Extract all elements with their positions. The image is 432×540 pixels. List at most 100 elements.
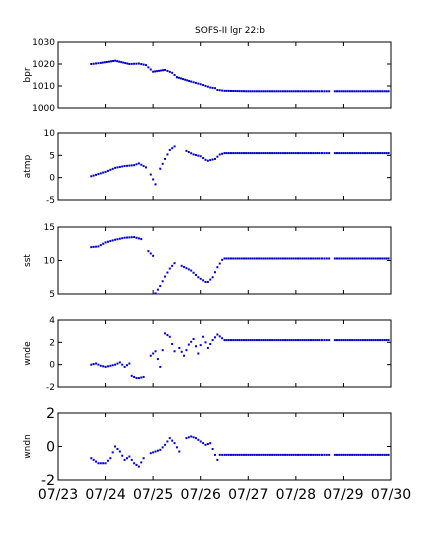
data-point [145,64,148,67]
data-point [238,257,241,260]
data-point [323,453,326,456]
data-point [229,89,232,92]
data-point [297,90,300,93]
data-point [164,443,167,446]
data-point [192,153,195,156]
data-point [120,61,123,64]
data-point [192,337,195,340]
data-point [99,172,102,175]
data-point [209,343,212,346]
data-point [264,152,267,155]
data-point [152,352,155,355]
data-point [154,450,157,453]
data-point [351,90,354,93]
data-point [97,173,100,176]
data-point [92,363,95,366]
data-point [344,339,347,342]
data-point [149,173,152,176]
data-point [190,269,193,272]
data-point [123,365,126,368]
data-point [284,453,287,456]
data-point [190,340,193,343]
data-point [232,152,235,155]
data-point [209,159,212,162]
data-point [333,90,336,93]
data-point [262,339,265,342]
data-point [140,376,143,379]
data-point [111,239,114,242]
data-point [348,257,351,260]
data-point [152,254,155,257]
data-point [385,339,388,342]
data-point [118,450,121,453]
data-point [194,81,197,84]
data-point [305,453,308,456]
y-tick-label: -2 [41,473,55,489]
data-point [357,152,360,155]
data-point [97,363,100,366]
data-point [385,453,388,456]
data-point [166,69,169,72]
data-point [99,244,102,247]
data-point [351,257,354,260]
data-point [299,257,302,260]
data-point [232,453,235,456]
data-point [227,453,230,456]
data-point [156,70,159,73]
data-point [223,339,226,342]
data-point [199,277,202,280]
data-point [251,339,254,342]
data-point [258,453,261,456]
data-point [290,453,293,456]
data-point [264,90,267,93]
data-point [206,346,209,349]
data-point [245,453,248,456]
y-axis-label: wnde [23,341,33,366]
data-point [173,145,176,148]
data-point [316,339,319,342]
data-point [277,339,280,342]
data-point [288,90,291,93]
data-point [223,89,226,92]
data-point [268,152,271,155]
data-point [294,152,297,155]
data-point [333,453,336,456]
data-point [328,152,331,155]
data-point [333,257,336,260]
data-point [286,90,289,93]
data-point [281,453,284,456]
data-point [186,79,189,82]
data-point [135,62,138,65]
data-point [383,152,386,155]
data-point [338,339,341,342]
data-point [258,339,261,342]
data-point [368,152,371,155]
data-point [340,90,343,93]
data-point [171,439,174,442]
data-point [197,154,200,157]
data-point [381,257,384,260]
y-tick-label: 0 [46,440,55,456]
data-point [140,238,143,241]
data-point [294,257,297,260]
data-point [379,90,382,93]
data-point [372,453,375,456]
y-tick-label: 0 [49,174,55,184]
data-point [307,152,310,155]
data-point [284,257,287,260]
y-tick-label: 1030 [32,38,55,48]
data-point [328,339,331,342]
data-point [290,257,293,260]
data-point [368,257,371,260]
data-point [340,339,343,342]
y-tick-label: 4 [49,316,55,326]
data-point [249,257,252,260]
data-point [92,458,95,461]
data-point [247,90,250,93]
data-point [135,377,138,380]
data-point [232,257,235,260]
data-point [204,158,207,161]
data-point [182,78,185,81]
plot-frame [57,132,392,201]
data-point [92,62,95,65]
